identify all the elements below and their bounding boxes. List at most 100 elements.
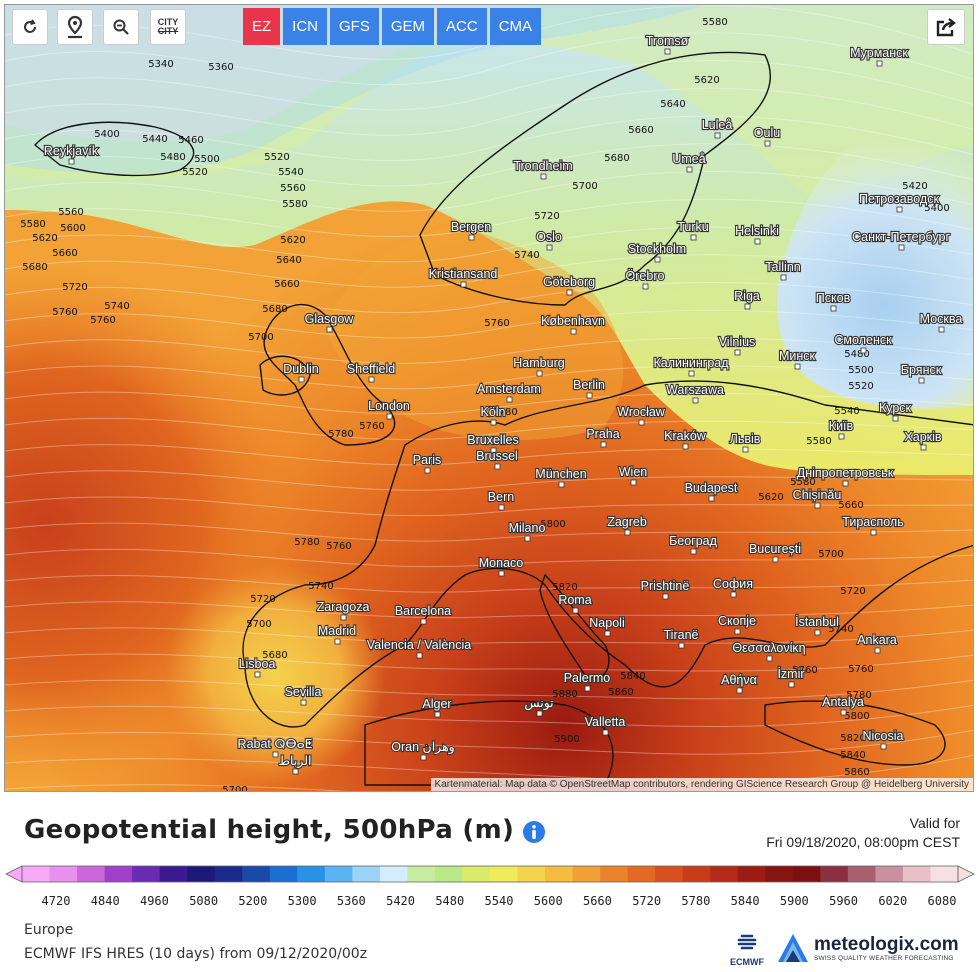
zoom-out-button[interactable] — [103, 9, 139, 45]
city-marker[interactable]: Madrid — [317, 623, 357, 645]
city-marker[interactable]: Bruxelles — [466, 432, 520, 454]
model-button-cma[interactable]: CMA — [489, 8, 542, 45]
city-marker[interactable]: Vilnius — [718, 334, 756, 356]
city-marker[interactable]: Київ — [828, 418, 855, 440]
city-marker[interactable]: München — [534, 466, 588, 488]
city-marker[interactable]: Reykjavík — [43, 143, 100, 165]
city-marker[interactable]: Berlin — [572, 377, 606, 399]
city-marker[interactable]: Мурманск — [849, 45, 910, 67]
city-marker[interactable]: Москва — [919, 311, 963, 333]
city-marker[interactable]: Roma — [557, 592, 593, 614]
model-button-acc[interactable]: ACC — [437, 8, 487, 45]
meteologix-logo[interactable]: meteologix.com SWISS QUALITY WEATHER FOR… — [776, 932, 959, 964]
city-marker[interactable]: Antalya — [821, 694, 865, 716]
city-marker[interactable]: Luleå — [701, 117, 733, 139]
city-marker[interactable]: Харків — [903, 429, 943, 451]
city-marker[interactable]: Valletta — [584, 714, 627, 736]
city-marker[interactable]: Львів — [729, 431, 762, 453]
city-marker[interactable]: Amsterdam — [476, 381, 542, 403]
city-marker[interactable]: Oulu — [753, 125, 781, 147]
city-marker[interactable]: Bern — [487, 489, 515, 511]
model-button-icn[interactable]: ICN — [283, 8, 328, 45]
city-marker[interactable]: Санкт-Петербург — [851, 229, 952, 251]
city-marker[interactable]: Sevilla — [283, 684, 323, 706]
city-marker[interactable]: Alger — [421, 696, 453, 718]
city-marker[interactable]: Brussel — [475, 448, 519, 470]
city-marker[interactable]: Lisboa — [237, 656, 277, 678]
city-marker[interactable]: Valencia / València — [366, 637, 472, 659]
city-marker[interactable]: Praha — [585, 426, 621, 448]
city-marker[interactable]: Turku — [676, 219, 710, 241]
city-marker[interactable]: Скопје — [717, 613, 757, 635]
city-marker[interactable]: Дніпропетровськ — [796, 465, 895, 487]
model-button-gfs[interactable]: GFS — [330, 8, 379, 45]
location-button[interactable] — [57, 9, 93, 45]
model-button-gem[interactable]: GEM — [381, 8, 435, 45]
city-marker[interactable]: Barcelona — [394, 603, 452, 625]
city-marker[interactable]: Bergen — [450, 219, 492, 241]
reload-button[interactable] — [12, 9, 48, 45]
city-marker[interactable]: Wien — [618, 464, 648, 486]
city-toggle-button[interactable]: CITY CITY — [150, 9, 186, 45]
city-marker[interactable]: Nicosia — [861, 728, 905, 750]
city-marker[interactable]: København — [540, 313, 606, 335]
city-marker[interactable]: Минск — [778, 348, 817, 370]
city-marker[interactable]: Sheffield — [346, 361, 396, 383]
city-marker[interactable]: Αθήνα — [720, 672, 758, 694]
city-marker[interactable]: Брянск — [900, 362, 943, 384]
city-marker[interactable]: Θεσσαλονίκη — [731, 640, 807, 662]
city-marker[interactable]: Zagreb — [606, 514, 648, 536]
city-marker[interactable]: Петрозаводск — [858, 191, 941, 213]
city-marker[interactable]: București — [748, 541, 802, 563]
city-marker[interactable]: Rabat ⵕⴱⴰⵟ — [236, 736, 314, 758]
city-marker[interactable]: Tallinn — [764, 259, 802, 281]
city-marker[interactable]: Kristiansand — [428, 266, 499, 288]
city-marker[interactable]: София — [712, 576, 754, 598]
city-marker[interactable]: الرباط — [277, 753, 313, 775]
city-marker[interactable]: Stockholm — [627, 241, 687, 263]
city-marker[interactable]: Wrocław — [616, 404, 667, 426]
city-marker[interactable]: Калининград — [652, 355, 730, 377]
city-marker[interactable]: Prishtinë — [640, 578, 690, 600]
city-marker[interactable]: Tiranë — [662, 627, 700, 649]
city-marker[interactable]: Kraków — [663, 428, 708, 450]
city-marker[interactable]: Ankara — [856, 632, 898, 654]
city-marker[interactable]: Hamburg — [512, 355, 566, 377]
city-marker[interactable]: Псков — [815, 290, 852, 312]
city-marker[interactable]: Trondheim — [512, 158, 574, 180]
city-marker[interactable]: Dublin — [282, 361, 320, 383]
info-icon[interactable] — [522, 820, 546, 844]
city-marker[interactable]: Tromsø — [645, 33, 690, 55]
city-marker[interactable]: London — [367, 398, 411, 420]
share-button[interactable] — [927, 9, 965, 45]
city-marker[interactable]: Riga — [733, 288, 761, 310]
city-marker[interactable]: Paris — [412, 452, 442, 474]
model-button-ez[interactable]: EZ — [243, 8, 281, 45]
city-marker[interactable]: İstanbul — [794, 614, 840, 636]
city-marker[interactable]: Napoli — [588, 615, 626, 637]
city-marker[interactable]: Köln — [479, 404, 507, 426]
city-marker[interactable]: Warszawa — [665, 382, 725, 404]
city-marker[interactable]: Glasgow — [304, 311, 355, 333]
city-marker[interactable]: Oslo — [535, 229, 563, 251]
city-marker[interactable]: Oran وهران — [390, 739, 456, 761]
city-marker[interactable]: Београд — [668, 533, 719, 555]
city-marker[interactable]: Курск — [878, 400, 913, 422]
city-marker[interactable]: Тирасполь — [841, 514, 905, 536]
city-marker[interactable]: Milano — [507, 520, 547, 542]
city-marker[interactable]: تونس — [523, 695, 555, 717]
city-marker[interactable]: Örebro — [624, 268, 666, 290]
city-marker[interactable]: Budapest — [683, 480, 739, 502]
city-marker[interactable]: İzmir — [776, 666, 806, 688]
city-name: Kraków — [664, 429, 707, 443]
city-marker[interactable]: Umeå — [671, 151, 707, 173]
city-marker[interactable]: Zaragoza — [315, 599, 371, 621]
city-marker[interactable]: Monaco — [478, 555, 524, 577]
city-marker[interactable]: Göteborg — [542, 274, 596, 296]
city-marker[interactable]: Chișinău — [792, 487, 842, 509]
forecast-map[interactable]: 5580 5340 5360 5400 5440 5460 5480 5500 5520 5520… — [4, 4, 974, 792]
city-marker[interactable]: Palermo — [563, 670, 611, 692]
map-canvas[interactable]: 5580 5340 5360 5400 5440 5460 5480 5500 5520 5520… — [5, 5, 974, 792]
city-marker[interactable]: Helsinki — [734, 223, 780, 245]
city-marker[interactable]: Смоленск — [833, 332, 893, 354]
